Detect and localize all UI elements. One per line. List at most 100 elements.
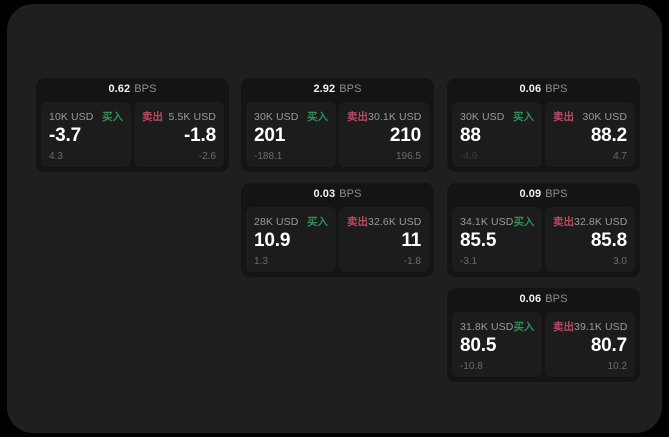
sell-size-label: 5.5K USD [168, 111, 216, 123]
buy-tag: 买入 [307, 111, 328, 123]
sell-tag: 卖出 [142, 111, 163, 123]
sell-size-label: 30K USD [582, 111, 627, 123]
sell-size-label: 39.1K USD [574, 321, 628, 333]
sell-tag: 卖出 [553, 216, 574, 228]
buy-size-label: 34.1K USD [460, 216, 514, 228]
buy-size-label: 31.8K USD [460, 321, 514, 333]
sell-panel[interactable]: 卖出 39.1K USD 80.7 10.2 [545, 312, 635, 377]
sell-panel[interactable]: 卖出 30.1K USD 210 196.5 [339, 102, 429, 167]
bps-unit-label: BPS [545, 293, 568, 305]
sell-panel-header: 卖出 32.8K USD [553, 214, 628, 228]
spread-card[interactable]: 0.09 BPS 34.1K USD 买入 85.5 -3.1 卖出 32.8K USD 85.… [447, 183, 640, 277]
spread-card[interactable]: 0.06 BPS 30K USD 买入 88 -4.9 卖出 30K USD 88.2 4.7 [447, 78, 640, 172]
buy-delta: 4.3 [49, 151, 63, 162]
spread-card[interactable]: 2.92 BPS 30K USD 买入 201 -188.1 卖出 30.1K USD 210 1… [241, 78, 434, 172]
buy-price: 10.9 [254, 230, 291, 251]
sell-panel[interactable]: 卖出 30K USD 88.2 4.7 [545, 102, 635, 167]
buy-tag: 买入 [513, 216, 535, 228]
bps-value: 0.03 [313, 188, 336, 200]
sell-tag: 卖出 [553, 111, 574, 123]
sell-price: 11 [401, 230, 421, 251]
sell-panel-header: 卖出 5.5K USD [142, 109, 216, 123]
buy-panel[interactable]: 34.1K USD 买入 85.5 -3.1 [452, 207, 542, 272]
sell-size-label: 30.1K USD [368, 111, 422, 123]
buy-delta: 1.3 [254, 256, 268, 267]
sell-delta: 4.7 [613, 151, 627, 162]
card-body: 28K USD 买入 10.9 1.3 卖出 32.6K USD 11 -1.8 [246, 207, 429, 272]
buy-panel-header: 28K USD 买入 [254, 214, 328, 228]
bps-value: 2.92 [313, 83, 336, 95]
card-bps-header: 2.92 BPS [241, 78, 434, 101]
buy-panel-header: 34.1K USD 买入 [460, 214, 535, 228]
bps-unit-label: BPS [339, 83, 362, 95]
sell-size-label: 32.8K USD [574, 216, 628, 228]
bps-value: 0.62 [108, 83, 131, 95]
sell-panel-header: 卖出 39.1K USD [553, 319, 628, 333]
spread-cards-grid: 0.62 BPS 10K USD 买入 -3.7 4.3 卖出 5.5K USD -1.8 -2.… [36, 78, 640, 390]
sell-tag: 卖出 [347, 111, 368, 123]
buy-price: 85.5 [460, 230, 497, 251]
spread-card[interactable]: 0.06 BPS 31.8K USD 买入 80.5 -10.8 卖出 39.1K USD 80… [447, 288, 640, 382]
buy-size-label: 10K USD [49, 111, 94, 123]
card-bps-header: 0.62 BPS [36, 78, 229, 101]
buy-tag: 买入 [513, 321, 535, 333]
buy-size-label: 30K USD [460, 111, 505, 123]
card-body: 30K USD 买入 201 -188.1 卖出 30.1K USD 210 196.5 [246, 102, 429, 167]
buy-tag: 买入 [307, 216, 328, 228]
card-body: 30K USD 买入 88 -4.9 卖出 30K USD 88.2 4.7 [452, 102, 635, 167]
sell-size-label: 32.6K USD [368, 216, 422, 228]
buy-delta: -10.8 [460, 361, 483, 372]
sell-delta: -2.6 [198, 151, 216, 162]
sell-delta: 10.2 [607, 361, 627, 372]
card-body: 31.8K USD 买入 80.5 -10.8 卖出 39.1K USD 80.7 10.2 [452, 312, 635, 377]
bps-value: 0.06 [519, 293, 542, 305]
card-bps-header: 0.06 BPS [447, 288, 640, 311]
sell-panel[interactable]: 卖出 32.8K USD 85.8 3.0 [545, 207, 635, 272]
spread-card[interactable]: 0.03 BPS 28K USD 买入 10.9 1.3 卖出 32.6K USD 11 -1.8 [241, 183, 434, 277]
sell-tag: 卖出 [553, 321, 574, 333]
card-bps-header: 0.09 BPS [447, 183, 640, 206]
card-bps-header: 0.06 BPS [447, 78, 640, 101]
buy-delta: -4.9 [460, 151, 478, 162]
buy-panel-header: 30K USD 买入 [460, 109, 534, 123]
sell-panel[interactable]: 卖出 32.6K USD 11 -1.8 [339, 207, 429, 272]
bps-unit-label: BPS [545, 83, 568, 95]
buy-panel[interactable]: 31.8K USD 买入 80.5 -10.8 [452, 312, 542, 377]
card-body: 10K USD 买入 -3.7 4.3 卖出 5.5K USD -1.8 -2.6 [41, 102, 224, 167]
buy-panel-header: 10K USD 买入 [49, 109, 123, 123]
sell-delta: 3.0 [613, 256, 627, 267]
sell-panel-header: 卖出 30K USD [553, 109, 627, 123]
bps-value: 0.06 [519, 83, 542, 95]
buy-price: 80.5 [460, 335, 497, 356]
buy-panel[interactable]: 30K USD 买入 201 -188.1 [246, 102, 336, 167]
buy-price: 201 [254, 125, 286, 146]
sell-panel[interactable]: 卖出 5.5K USD -1.8 -2.6 [134, 102, 224, 167]
card-bps-header: 0.03 BPS [241, 183, 434, 206]
buy-panel[interactable]: 30K USD 买入 88 -4.9 [452, 102, 542, 167]
sell-price: 210 [389, 125, 421, 146]
bps-value: 0.09 [519, 188, 542, 200]
buy-size-label: 28K USD [254, 216, 299, 228]
sell-tag: 卖出 [347, 216, 368, 228]
sell-delta: -1.8 [403, 256, 421, 267]
buy-panel[interactable]: 10K USD 买入 -3.7 4.3 [41, 102, 131, 167]
spread-card[interactable]: 0.62 BPS 10K USD 买入 -3.7 4.3 卖出 5.5K USD -1.8 -2.… [36, 78, 229, 172]
buy-delta: -3.1 [460, 256, 478, 267]
sell-price: 88.2 [590, 125, 627, 146]
buy-panel[interactable]: 28K USD 买入 10.9 1.3 [246, 207, 336, 272]
sell-price: 85.8 [590, 230, 627, 251]
card-body: 34.1K USD 买入 85.5 -3.1 卖出 32.8K USD 85.8 3.0 [452, 207, 635, 272]
buy-tag: 买入 [513, 111, 534, 123]
card-column-3: 0.06 BPS 30K USD 买入 88 -4.9 卖出 30K USD 88.2 4.7 0.… [447, 78, 640, 390]
buy-panel-header: 31.8K USD 买入 [460, 319, 535, 333]
card-column-2: 2.92 BPS 30K USD 买入 201 -188.1 卖出 30.1K USD 210 1… [241, 78, 434, 390]
sell-price: 80.7 [590, 335, 627, 356]
buy-size-label: 30K USD [254, 111, 299, 123]
bps-unit-label: BPS [339, 188, 362, 200]
buy-panel-header: 30K USD 买入 [254, 109, 328, 123]
card-column-1: 0.62 BPS 10K USD 买入 -3.7 4.3 卖出 5.5K USD -1.8 -2.… [36, 78, 229, 390]
buy-price: -3.7 [49, 125, 81, 146]
bps-unit-label: BPS [134, 83, 157, 95]
app-frame: 0.62 BPS 10K USD 买入 -3.7 4.3 卖出 5.5K USD -1.8 -2.… [7, 4, 662, 433]
sell-panel-header: 卖出 32.6K USD [347, 214, 422, 228]
